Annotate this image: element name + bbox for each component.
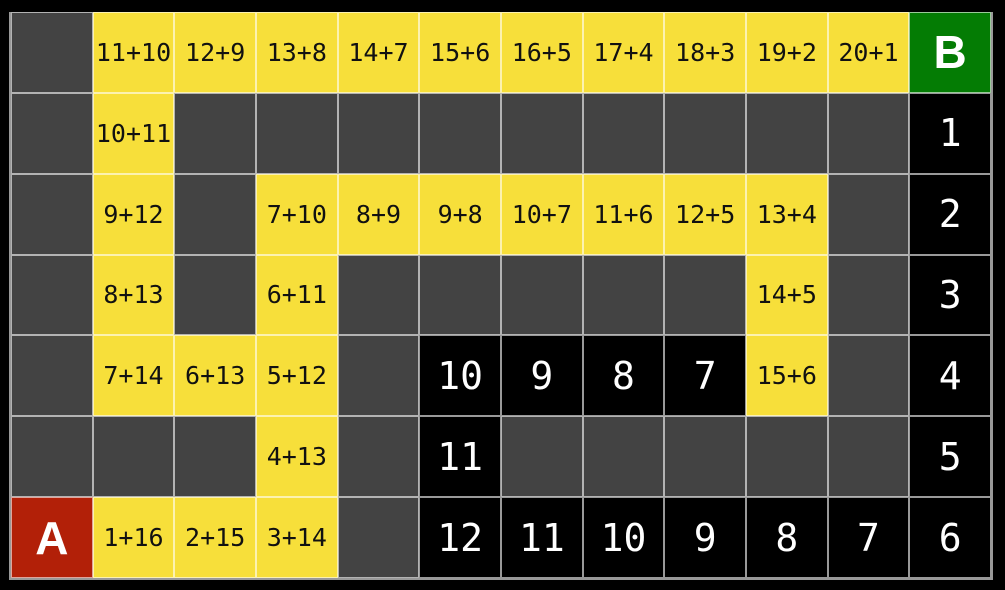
cell-r5-c10 [827,416,910,498]
cell-r5-c6 [500,416,583,498]
cell-r6-c5[interactable]: 12 [419,497,501,578]
cell-r5-c9 [745,416,828,498]
cell-r5-c3[interactable]: 4+13 [255,416,338,498]
cell-r1-c1[interactable]: 10+11 [92,92,175,174]
cell-r0-c1[interactable]: 11+10 [92,12,175,93]
cell-r0-c9[interactable]: 19+2 [745,12,828,93]
cell-r0-c2[interactable]: 12+9 [174,12,256,93]
cell-r2-c10 [827,173,910,255]
cell-r3-c7 [582,254,665,336]
cell-r2-c5[interactable]: 9+8 [419,173,501,255]
cell-r2-c2 [174,173,256,255]
goal-cell-b[interactable]: B [909,12,991,93]
cell-r1-c10 [827,92,910,174]
cell-r4-c3[interactable]: 5+12 [255,335,338,417]
cell-r4-c7[interactable]: 8 [582,335,665,417]
cell-r3-c4 [337,254,420,336]
cell-r2-c7[interactable]: 11+6 [582,173,665,255]
cell-r1-c4 [337,92,420,174]
cell-r3-c10 [827,254,910,336]
cell-r5-c5[interactable]: 11 [419,416,501,498]
cell-r1-c2 [174,92,256,174]
cell-r1-c7 [582,92,665,174]
puzzle-grid: 11+10 12+9 13+8 14+7 15+6 16+5 17+4 18+3 19+2 20+… [9,12,993,580]
cell-r5-c0 [11,416,93,498]
cell-r2-c3[interactable]: 7+10 [255,173,338,255]
cell-r2-c6[interactable]: 10+7 [500,173,583,255]
cell-r5-c7 [582,416,665,498]
cell-r0-c4[interactable]: 14+7 [337,12,420,93]
cell-r5-c11[interactable]: 5 [909,416,991,498]
cell-r6-c10[interactable]: 7 [827,497,910,578]
cell-r2-c4[interactable]: 8+9 [337,173,420,255]
cell-r4-c9[interactable]: 15+6 [745,335,828,417]
cell-r6-c2[interactable]: 2+15 [174,497,256,578]
cell-r2-c0 [11,173,93,255]
cell-r5-c1 [92,416,175,498]
cell-r1-c3 [255,92,338,174]
cell-r4-c5[interactable]: 10 [419,335,501,417]
cell-r6-c9[interactable]: 8 [745,497,828,578]
cell-r6-c1[interactable]: 1+16 [92,497,175,578]
cell-r3-c3[interactable]: 6+11 [255,254,338,336]
cell-r3-c2 [174,254,256,336]
cell-r6-c7[interactable]: 10 [582,497,665,578]
cell-r4-c11[interactable]: 4 [909,335,991,417]
cell-r3-c11[interactable]: 3 [909,254,991,336]
cell-r3-c9[interactable]: 14+5 [745,254,828,336]
cell-r4-c2[interactable]: 6+13 [174,335,256,417]
cell-r3-c1[interactable]: 8+13 [92,254,175,336]
cell-r1-c9 [745,92,828,174]
cell-r2-c1[interactable]: 9+12 [92,173,175,255]
cell-r6-c6[interactable]: 11 [500,497,583,578]
cell-r3-c0 [11,254,93,336]
cell-r6-c11[interactable]: 6 [909,497,991,578]
cell-r1-c8 [664,92,746,174]
cell-r0-c6[interactable]: 16+5 [500,12,583,93]
cell-r3-c8 [664,254,746,336]
cell-r5-c8 [664,416,746,498]
cell-r3-c6 [500,254,583,336]
cell-r6-c3[interactable]: 3+14 [255,497,338,578]
cell-r6-c8[interactable]: 9 [664,497,746,578]
cell-r4-c0 [11,335,93,417]
cell-r0-c0 [11,12,93,93]
cell-r5-c4 [337,416,420,498]
cell-r0-c8[interactable]: 18+3 [664,12,746,93]
cell-r0-c3[interactable]: 13+8 [255,12,338,93]
cell-r1-c5 [419,92,501,174]
cell-r4-c6[interactable]: 9 [500,335,583,417]
cell-r2-c9[interactable]: 13+4 [745,173,828,255]
cell-r3-c5 [419,254,501,336]
cell-r2-c8[interactable]: 12+5 [664,173,746,255]
cell-r4-c4 [337,335,420,417]
cell-r1-c11[interactable]: 1 [909,92,991,174]
cell-r4-c10 [827,335,910,417]
cell-r0-c10[interactable]: 20+1 [827,12,910,93]
cell-r1-c0 [11,92,93,174]
cell-r5-c2 [174,416,256,498]
start-cell-a[interactable]: A [11,497,93,578]
cell-r0-c7[interactable]: 17+4 [582,12,665,93]
cell-r4-c8[interactable]: 7 [664,335,746,417]
cell-r2-c11[interactable]: 2 [909,173,991,255]
cell-r1-c6 [500,92,583,174]
cell-r6-c4 [337,497,420,578]
cell-r4-c1[interactable]: 7+14 [92,335,175,417]
cell-r0-c5[interactable]: 15+6 [419,12,501,93]
